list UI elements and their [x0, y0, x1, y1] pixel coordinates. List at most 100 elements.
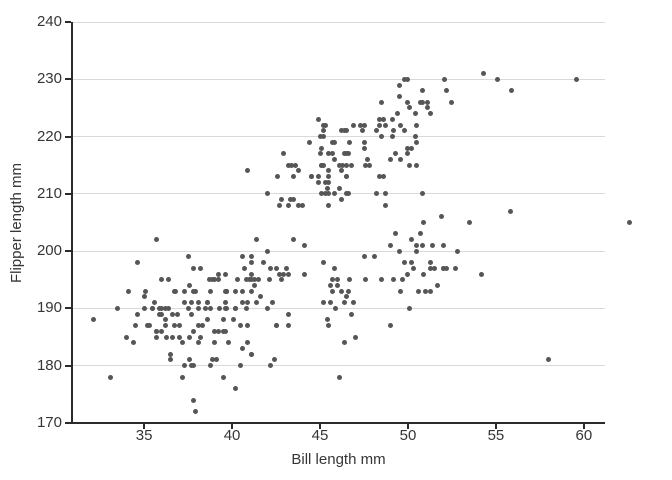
data-point [409, 145, 414, 151]
y-tick-180 [65, 364, 71, 367]
data-point [220, 317, 226, 323]
data-point [414, 248, 420, 254]
data-point [306, 139, 312, 145]
data-point [248, 260, 254, 266]
data-point [264, 191, 270, 197]
data-point [243, 305, 249, 311]
data-point [331, 191, 337, 197]
data-point [317, 151, 323, 157]
data-point [204, 300, 210, 306]
data-point [153, 334, 159, 340]
data-point [357, 122, 363, 128]
data-point [324, 317, 330, 323]
gridline-y-230 [72, 78, 605, 80]
data-point [398, 122, 404, 128]
data-point [264, 305, 270, 311]
data-point [168, 351, 173, 357]
data-point [217, 305, 223, 311]
data-point [90, 317, 96, 323]
gridline-y-220 [72, 136, 605, 138]
data-point [336, 374, 342, 380]
data-point [428, 111, 434, 117]
data-point [326, 168, 332, 174]
data-point [345, 288, 351, 294]
data-point [291, 237, 297, 243]
data-point [199, 323, 205, 329]
data-point [233, 305, 239, 311]
data-point [438, 214, 444, 220]
data-point [440, 242, 446, 248]
data-point [213, 357, 219, 363]
data-point [245, 340, 251, 346]
data-point [361, 145, 367, 151]
data-point [329, 288, 335, 294]
data-point [299, 202, 305, 208]
x-tick-label-55: 55 [487, 427, 505, 444]
y-axis-line [71, 22, 73, 424]
data-point [387, 242, 393, 248]
x-tick-label-50: 50 [399, 427, 417, 444]
data-point [226, 340, 232, 346]
data-point [366, 162, 372, 168]
data-point [495, 76, 501, 82]
y-tick-label-170: 170 [36, 414, 62, 431]
data-point [166, 305, 172, 311]
data-point [190, 397, 196, 403]
data-point [234, 277, 240, 283]
data-point [264, 248, 270, 254]
data-point [326, 191, 332, 197]
data-point [479, 271, 485, 277]
data-point [277, 202, 283, 208]
data-point [321, 128, 327, 134]
data-point [398, 288, 404, 294]
data-point [329, 151, 335, 157]
data-point [347, 139, 353, 145]
data-point [412, 111, 418, 117]
data-point [361, 139, 367, 145]
data-point [627, 220, 633, 225]
data-point [405, 151, 411, 157]
data-point [220, 374, 226, 380]
data-point [435, 283, 441, 288]
data-point [372, 254, 378, 260]
data-point [187, 334, 193, 340]
data-point [419, 99, 425, 105]
data-point [421, 271, 427, 277]
data-point [389, 116, 395, 122]
data-point [391, 277, 397, 283]
data-point [340, 162, 346, 168]
data-point [153, 328, 159, 334]
data-point [419, 88, 425, 94]
data-point [373, 191, 379, 197]
data-point [143, 288, 149, 294]
data-point [444, 88, 450, 94]
data-point [342, 151, 348, 157]
data-point [153, 237, 159, 243]
data-point [396, 248, 402, 254]
y-tick-230 [65, 78, 71, 81]
y-tick-label-200: 200 [36, 242, 62, 260]
data-point [405, 145, 411, 151]
data-point [431, 265, 437, 271]
data-point [287, 197, 293, 203]
data-point [414, 139, 420, 145]
data-point [285, 271, 291, 277]
data-point [233, 386, 239, 392]
data-point [407, 105, 413, 111]
data-point [329, 277, 335, 283]
data-point [509, 88, 515, 94]
data-point [278, 277, 284, 283]
data-point [396, 82, 402, 88]
data-point [208, 305, 214, 311]
data-point [222, 271, 228, 277]
gridline-y-190 [72, 307, 605, 309]
x-tick-40 [231, 423, 234, 429]
data-point [169, 334, 175, 340]
data-point [285, 311, 291, 317]
data-point [430, 242, 436, 248]
data-point [401, 260, 407, 266]
data-point [261, 260, 267, 266]
data-point [335, 283, 341, 288]
data-point [243, 277, 249, 283]
